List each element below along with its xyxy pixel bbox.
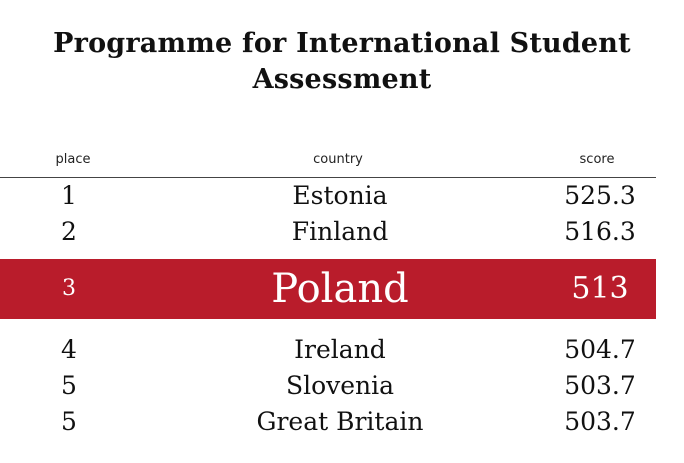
table-row: 2 Finland 516.3 xyxy=(0,214,684,250)
place-cell: 3 xyxy=(62,276,76,301)
place-cell: 1 xyxy=(61,181,77,210)
score-cell: 503.7 xyxy=(564,371,636,400)
country-cell: Slovenia xyxy=(285,371,395,400)
country-cell: Finland xyxy=(291,217,389,246)
place-cell: 4 xyxy=(61,335,77,364)
table-row: 5 Slovenia 503.7 xyxy=(0,368,684,404)
country-cell: Estonia xyxy=(292,181,388,210)
place-cell: 5 xyxy=(61,371,77,400)
table-row: 1 Estonia 525.3 xyxy=(0,178,684,214)
chart-title: Programme for International Student Asse… xyxy=(53,28,631,95)
highlighted-row: 3 Poland 513 xyxy=(0,259,656,319)
place-cell: 2 xyxy=(61,217,77,246)
score-cell: 504.7 xyxy=(564,335,636,364)
country-cell: Poland xyxy=(271,266,409,312)
score-cell: 513 xyxy=(571,271,629,306)
column-header-score: score xyxy=(579,152,615,167)
score-cell: 525.3 xyxy=(564,181,636,210)
table-row: 4 Ireland 504.7 xyxy=(0,332,684,368)
column-header-place: place xyxy=(55,152,91,167)
country-cell: Great Britain xyxy=(256,407,424,436)
country-cell: Ireland xyxy=(294,335,386,364)
place-cell: 5 xyxy=(61,407,77,436)
header-divider xyxy=(0,177,656,178)
score-cell: 503.7 xyxy=(564,407,636,436)
column-header-country: country xyxy=(313,152,363,167)
table-row: 5 Great Britain 503.7 xyxy=(0,404,684,440)
score-cell: 516.3 xyxy=(564,217,636,246)
